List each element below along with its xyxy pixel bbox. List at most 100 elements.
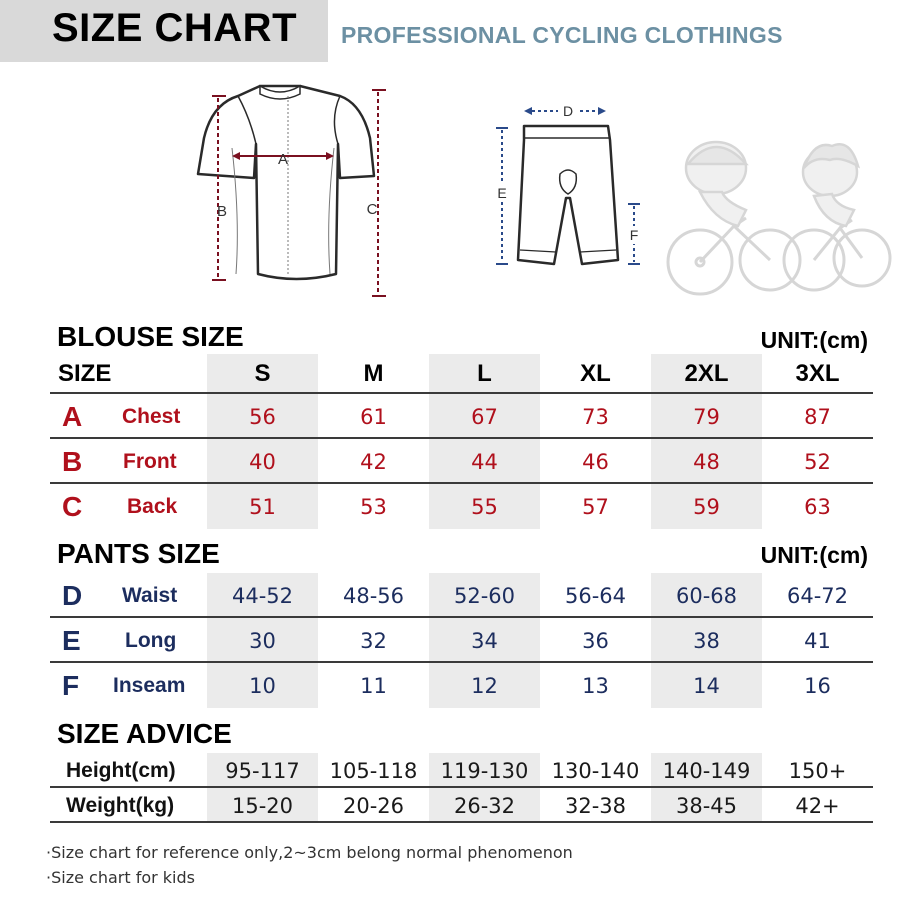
row-name-long: Long	[125, 628, 177, 652]
table-cell: 130-140	[551, 758, 640, 783]
table-cell: 11	[360, 673, 387, 698]
table-cell: 36	[582, 628, 609, 653]
jersey-illustration: A B C	[196, 84, 386, 297]
row-letter-e: E	[62, 624, 81, 656]
table-cell: 32-38	[564, 793, 627, 818]
blouse-row-chest: A Chest 56 61 67 73 79 87	[50, 394, 873, 439]
table-cell: 55	[429, 484, 540, 529]
table-cell: 20-26	[342, 793, 405, 818]
jersey-label-b: B	[217, 203, 227, 220]
table-cell: 61	[360, 404, 387, 429]
blouse-size-table: SIZE S M L XL 2XL 3XL A Chest 56 61 67 7…	[50, 354, 873, 529]
note-kids: ·Size chart for kids	[46, 868, 195, 887]
table-cell: 56-64	[564, 583, 627, 608]
table-cell: 41	[804, 628, 831, 653]
table-cell: 42+	[795, 793, 840, 818]
page-subtitle: PROFESSIONAL CYCLING CLOTHINGS	[341, 22, 783, 48]
size-header-m: M	[363, 360, 384, 387]
table-cell: 48	[651, 439, 762, 484]
size-header-2xl: 2XL	[651, 354, 762, 394]
table-cell: 13	[582, 673, 609, 698]
pants-unit-label: UNIT:(cm)	[760, 542, 868, 568]
row-letter-b: B	[62, 445, 83, 477]
table-cell: 14	[651, 663, 762, 708]
table-cell: 42	[360, 449, 387, 474]
size-header-3xl: 3XL	[795, 360, 840, 387]
row-letter-c: C	[62, 490, 83, 522]
jersey-label-a: A	[278, 151, 288, 168]
table-cell: 79	[651, 394, 762, 439]
table-cell: 16	[804, 673, 831, 698]
table-cell: 53	[360, 494, 387, 519]
blouse-section-title: BLOUSE SIZE	[57, 321, 244, 352]
size-header-s: S	[207, 354, 318, 394]
table-cell: 73	[582, 404, 609, 429]
kids-cycling-illustration	[666, 140, 892, 296]
table-cell: 26-32	[429, 788, 540, 823]
table-cell: 44	[429, 439, 540, 484]
table-cell: 52-60	[429, 573, 540, 618]
row-name-waist: Waist	[122, 583, 178, 607]
table-cell: 59	[651, 484, 762, 529]
table-cell: 63	[804, 494, 831, 519]
size-header-l: L	[429, 354, 540, 394]
pants-row-inseam: F Inseam 10 11 12 13 14 16	[50, 663, 873, 708]
row-letter-a: A	[62, 400, 83, 432]
advice-row-weight: Weight(kg) 15-20 20-26 26-32 32-38 38-45…	[50, 788, 873, 823]
table-cell: 95-117	[207, 753, 318, 788]
table-cell: 10	[207, 663, 318, 708]
size-header-xl: XL	[580, 360, 611, 387]
table-cell: 30	[207, 618, 318, 663]
table-cell: 32	[360, 628, 387, 653]
table-cell: 140-149	[651, 753, 762, 788]
size-column-header: SIZE	[58, 360, 112, 387]
table-cell: 119-130	[429, 753, 540, 788]
size-advice-table: Height(cm) 95-117 105-118 119-130 130-14…	[50, 753, 873, 823]
table-cell: 12	[429, 663, 540, 708]
table-cell: 15-20	[207, 788, 318, 823]
header: SIZE CHART PROFESSIONAL CYCLING CLOTHING…	[0, 0, 900, 62]
row-name-chest: Chest	[122, 404, 181, 428]
pants-section-title: PANTS SIZE	[57, 538, 220, 569]
shorts-label-e: E	[497, 185, 506, 201]
blouse-header-row: SIZE S M L XL 2XL 3XL	[50, 354, 873, 394]
row-name-inseam: Inseam	[113, 673, 186, 697]
note-reference: ·Size chart for reference only,2~3cm bel…	[46, 843, 573, 862]
table-cell: 38-45	[651, 788, 762, 823]
pants-size-table: D Waist 44-52 48-56 52-60 56-64 60-68 64…	[50, 573, 873, 708]
table-cell: 105-118	[329, 758, 418, 783]
header-title-bar	[0, 0, 328, 62]
shorts-label-f: F	[630, 227, 639, 243]
table-cell: 56	[207, 394, 318, 439]
table-cell: 44-52	[207, 573, 318, 618]
table-cell: 60-68	[651, 573, 762, 618]
table-cell: 48-56	[342, 583, 405, 608]
shorts-illustration: D E F	[493, 102, 643, 266]
table-cell: 40	[207, 439, 318, 484]
row-name-back: Back	[127, 494, 178, 518]
advice-row-height: Height(cm) 95-117 105-118 119-130 130-14…	[50, 753, 873, 788]
blouse-unit-label: UNIT:(cm)	[760, 327, 868, 353]
table-cell: 67	[429, 394, 540, 439]
row-letter-f: F	[62, 669, 80, 701]
row-name-front: Front	[123, 449, 177, 473]
table-cell: 38	[651, 618, 762, 663]
pants-row-long: E Long 30 32 34 36 38 41	[50, 618, 873, 663]
blouse-row-front: B Front 40 42 44 46 48 52	[50, 439, 873, 484]
table-cell: 57	[582, 494, 609, 519]
page-title: SIZE CHART	[52, 6, 297, 50]
table-cell: 34	[429, 618, 540, 663]
table-cell: 64-72	[786, 583, 849, 608]
table-cell: 52	[804, 449, 831, 474]
shorts-label-d: D	[563, 103, 573, 119]
table-cell: 150+	[788, 758, 847, 783]
row-letter-d: D	[62, 579, 83, 611]
advice-label-height: Height(cm)	[66, 758, 176, 782]
pants-row-waist: D Waist 44-52 48-56 52-60 56-64 60-68 64…	[50, 573, 873, 618]
advice-label-weight: Weight(kg)	[66, 793, 175, 817]
table-cell: 51	[207, 484, 318, 529]
advice-section-title: SIZE ADVICE	[57, 718, 232, 749]
jersey-label-c: C	[367, 201, 378, 218]
table-cell: 87	[804, 404, 831, 429]
table-cell: 46	[582, 449, 609, 474]
